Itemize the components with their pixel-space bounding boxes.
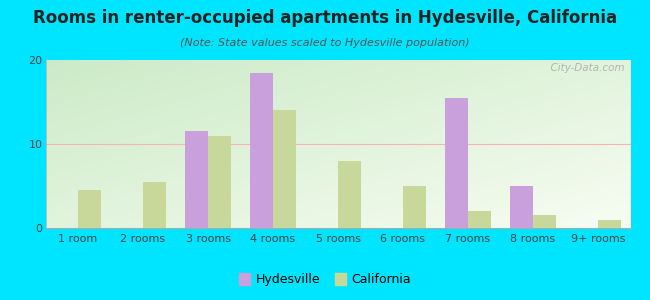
Legend: Hydesville, California: Hydesville, California: [234, 268, 416, 291]
Bar: [208, 136, 231, 228]
Bar: [273, 110, 296, 228]
Text: City-Data.com: City-Data.com: [544, 63, 625, 74]
Bar: [338, 161, 361, 228]
Bar: [533, 215, 556, 228]
Bar: [445, 98, 468, 228]
Bar: [468, 211, 491, 228]
Bar: [78, 190, 101, 228]
Text: (Note: State values scaled to Hydesville population): (Note: State values scaled to Hydesville…: [180, 38, 470, 47]
Bar: [598, 220, 621, 228]
Bar: [143, 182, 166, 228]
Bar: [403, 186, 426, 228]
Text: Rooms in renter-occupied apartments in Hydesville, California: Rooms in renter-occupied apartments in H…: [33, 9, 617, 27]
Bar: [185, 131, 208, 228]
Bar: [250, 73, 273, 228]
Bar: [510, 186, 533, 228]
